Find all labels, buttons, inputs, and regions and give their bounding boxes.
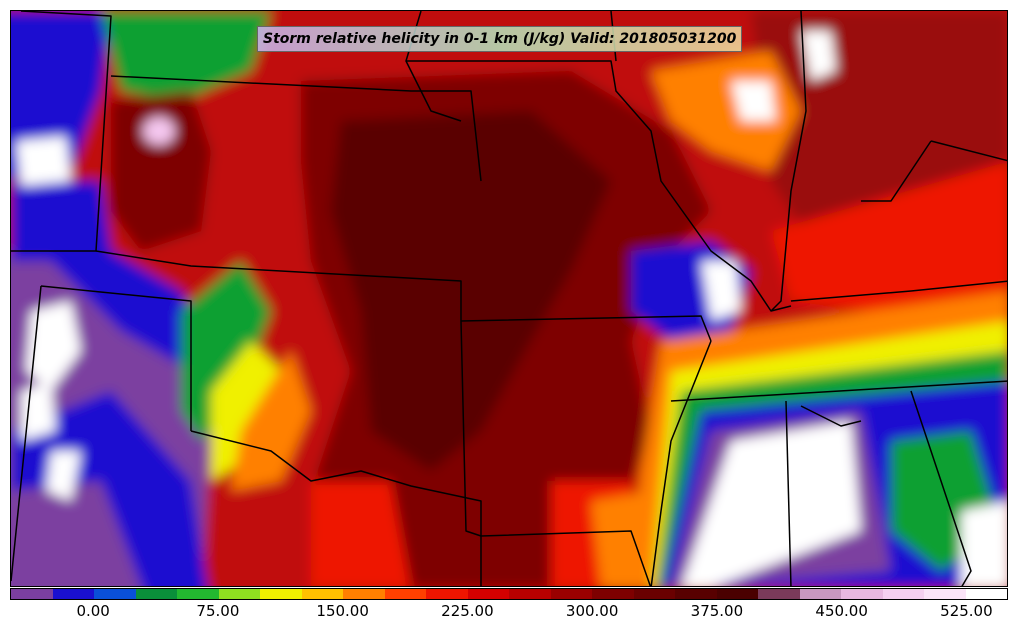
colorbar-segment — [550, 589, 592, 599]
colorbar-segment — [592, 589, 634, 599]
colorbar-tick-label: 150.00 — [316, 602, 369, 620]
colorbar-segment — [177, 589, 219, 599]
colorbar-tick-label: 225.00 — [441, 602, 494, 620]
colorbar-segment — [716, 589, 758, 599]
colorbar-segment — [882, 589, 924, 599]
colorbar-segment — [675, 589, 717, 599]
colorbar-segment — [965, 589, 1007, 599]
map-panel: Storm relative helicity in 0-1 km (J/kg)… — [10, 10, 1008, 587]
colorbar-tick-label: 450.00 — [815, 602, 868, 620]
colorbar-segment — [467, 589, 509, 599]
helicity-map — [11, 11, 1007, 586]
colorbar-segment — [343, 589, 385, 599]
colorbar-segment — [509, 589, 551, 599]
colorbar-segment — [426, 589, 468, 599]
colorbar-tick-label: 0.00 — [76, 602, 110, 620]
colorbar-segment — [841, 589, 883, 599]
colorbar-segment — [924, 589, 966, 599]
colorbar-segment — [135, 589, 177, 599]
map-title: Storm relative helicity in 0-1 km (J/kg)… — [257, 26, 743, 52]
colorbar-segment — [384, 589, 426, 599]
colorbar — [10, 588, 1008, 600]
colorbar-segment — [260, 589, 302, 599]
colorbar-tick-label: 375.00 — [690, 602, 744, 620]
colorbar-tick-label: 300.00 — [565, 602, 619, 620]
colorbar-segment — [758, 589, 800, 599]
colorbar-tick-label: 75.00 — [196, 602, 240, 620]
colorbar-segment — [301, 589, 343, 599]
colorbar-segment — [11, 589, 53, 599]
colorbar-tick-label: 525.00 — [940, 602, 993, 620]
colorbar-segment — [52, 589, 94, 599]
colorbar-segment — [633, 589, 675, 599]
colorbar-segment — [218, 589, 260, 599]
colorbar-segment — [799, 589, 841, 599]
colorbar-ticks: 0.00 75.00 150.00 225.00 300.00 375.00 450.00 5… — [0, 602, 1018, 626]
helicity-field — [11, 11, 1007, 586]
colorbar-segment — [94, 589, 136, 599]
